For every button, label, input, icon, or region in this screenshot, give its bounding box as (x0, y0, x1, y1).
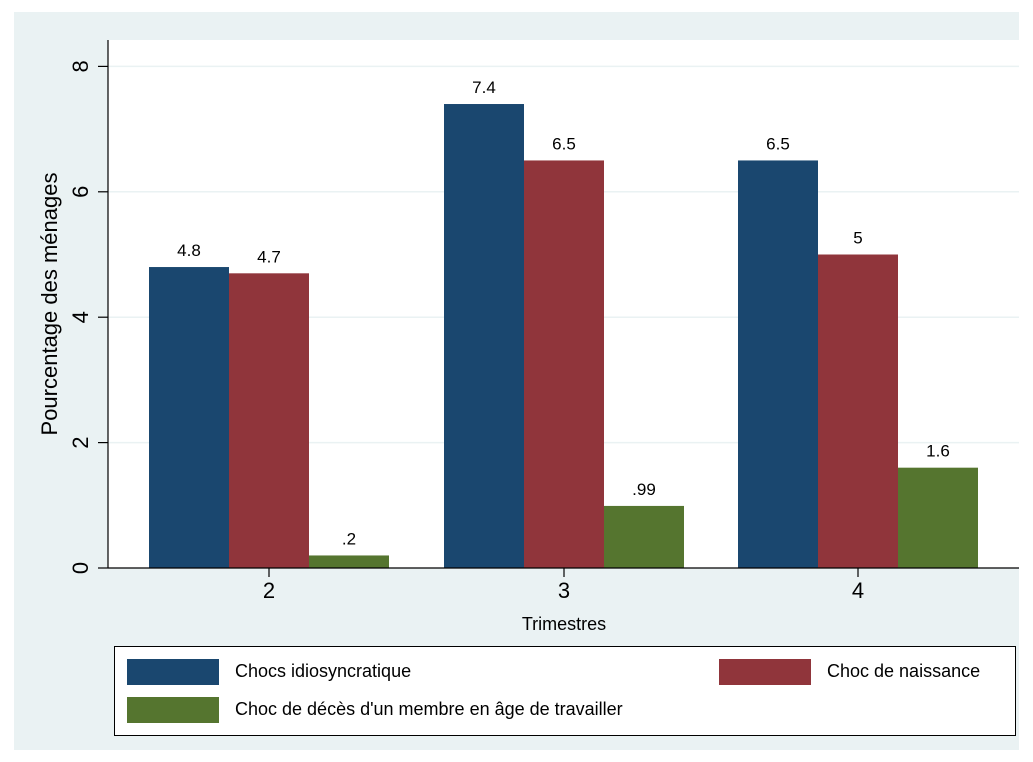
bar-value-label: 7.4 (472, 78, 496, 97)
bar (149, 267, 229, 568)
bar-value-label: 6.5 (552, 134, 576, 153)
bar-value-label: 6.5 (766, 134, 790, 153)
x-tick-label: 3 (558, 578, 570, 603)
x-tick-label: 2 (263, 578, 275, 603)
legend-label-naissance: Choc de naissance (827, 661, 981, 681)
bar (738, 160, 818, 568)
legend-swatch-naissance (719, 659, 811, 685)
legend-label-deces: Choc de décès d'un membre en âge de trav… (235, 699, 623, 719)
bars (149, 104, 978, 569)
bar (898, 467, 978, 568)
bar-value-label: 5 (853, 229, 862, 248)
y-tick-label: 0 (68, 562, 93, 574)
bar-value-label: .2 (342, 529, 356, 548)
bar (229, 273, 309, 568)
y-tick-label: 8 (68, 60, 93, 72)
y-tick-label: 6 (68, 186, 93, 198)
bar (444, 104, 524, 569)
y-tick-label: 2 (68, 436, 93, 448)
legend-label-idiosyncratique: Chocs idiosyncratique (235, 661, 412, 681)
legend-swatch-deces (127, 697, 219, 723)
y-tick-label: 4 (68, 311, 93, 323)
bar-value-label: 1.6 (926, 442, 950, 461)
value-labels: 4.8 4.7 .2 7.4 6.5 .99 6.5 5 1.6 (177, 78, 950, 548)
x-axis-label: Trimestres (522, 614, 606, 634)
bar (818, 254, 898, 568)
y-ticks: 0 2 4 6 8 (68, 60, 108, 574)
legend-swatch-idiosyncratique (127, 659, 219, 685)
bar-value-label: 4.7 (257, 247, 281, 266)
bar (524, 160, 604, 568)
x-ticks: 2 3 4 (263, 568, 864, 603)
y-axis-label: Pourcentage des ménages (37, 173, 62, 436)
legend: Chocs idiosyncratique Choc de naissance … (114, 646, 1016, 736)
bar-value-label: 4.8 (177, 241, 201, 260)
x-tick-label: 4 (852, 578, 864, 603)
bar-value-label: .99 (632, 480, 656, 499)
bar (309, 555, 389, 568)
bar (604, 505, 684, 568)
